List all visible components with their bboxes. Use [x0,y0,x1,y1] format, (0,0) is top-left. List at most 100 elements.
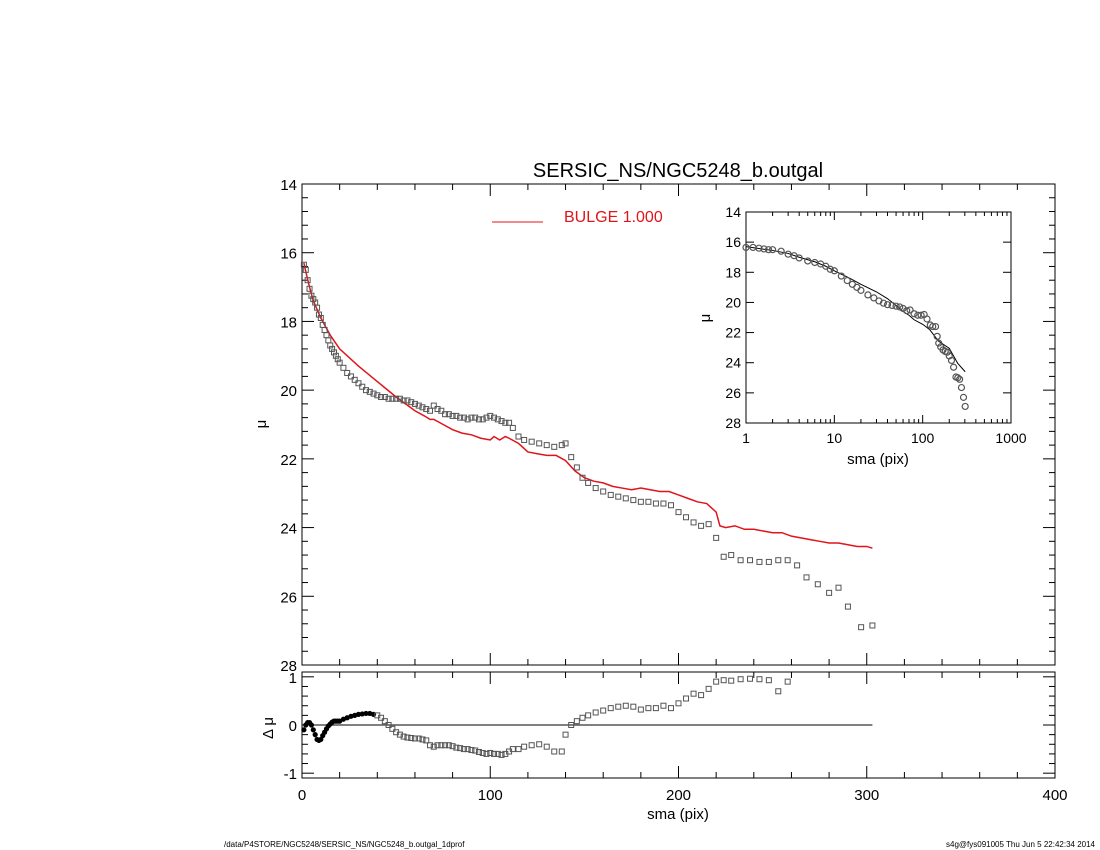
residual-point [784,678,791,685]
inset-profile-point [826,265,834,273]
profile-point [568,454,575,461]
profile-point [835,584,842,591]
profile-point [690,519,697,526]
inset-y-tick-label: 24 [725,355,741,371]
residual-point [698,692,705,699]
residual-point [308,722,315,728]
profile-point [869,622,876,629]
residual-point [568,722,575,728]
profile-point [315,311,322,318]
profile-point [720,553,727,560]
residual-point [494,750,501,757]
residual-point [728,677,735,684]
residual-point [430,743,437,750]
residual-point [483,750,490,757]
profile-point [747,557,754,564]
residual-point [690,690,697,697]
residual-point [487,749,494,756]
inset-profile-point [899,304,907,313]
residual-point [318,736,324,743]
profile-point [728,552,735,559]
inset-model-series [745,246,966,373]
main-y-tick-label: 26 [280,589,297,606]
inset-panel: 14 16 18 20 22 24 26 28 1 10 100 1000 μ sma (pix) [697,204,1027,468]
profile-point [438,407,445,414]
profile-point [340,364,347,371]
profile-point [592,485,599,492]
residual-point [521,743,528,750]
inset-profile-point [906,306,914,314]
residual-point [630,703,637,710]
inset-profile-point [957,383,966,392]
inset-profile-point [956,375,964,383]
profile-point [494,416,501,423]
residual-point [438,742,445,749]
inset-profile-point [888,301,896,310]
profile-point [660,500,667,507]
inset-profile-point [760,245,768,253]
profile-point [543,442,550,449]
main-y-tick-label: 24 [280,521,297,538]
inset-profile-point [755,244,763,252]
profile-point [615,493,622,500]
inset-profile-point [910,310,918,318]
profile-point [331,349,338,356]
inset-profile-point [843,276,851,285]
main-y-tick-label: 20 [280,383,297,400]
inset-profile-point [950,363,958,371]
profile-point [803,574,810,581]
profile-point [652,500,659,507]
profile-point [487,412,494,419]
main-y-tick-label: 18 [280,314,297,331]
profile-point [344,369,351,376]
residual-point [607,705,614,712]
profile-point [325,337,332,344]
inset-x-tick-label: 10 [827,430,843,446]
profile-point [826,589,833,596]
inset-profile-point [857,286,865,294]
residual-point [434,742,441,749]
profile-point [423,406,430,413]
residual-point [442,742,449,749]
residual-point [408,735,415,742]
profile-point [475,416,482,423]
residual-point [667,705,674,712]
residual-point [660,702,667,709]
residual-point [363,710,369,717]
residual-point [615,703,622,710]
residual-point [551,748,558,755]
profile-point [415,402,422,409]
inset-profile-point [943,348,951,356]
profile-point [491,414,498,421]
main-y-tick-labels: 14 16 18 20 22 24 26 28 [280,177,297,675]
inset-profile-point [917,311,925,319]
profile-point [404,397,411,404]
profile-point [453,412,460,419]
residual-point [312,732,318,738]
residual-point [491,750,498,757]
inset-y-tick-label: 22 [725,325,741,341]
residual-y-tick-label: 0 [289,718,297,735]
profile-point [393,395,400,402]
inset-profile-point [931,322,940,331]
profile-point [579,474,586,481]
profile-point [323,332,330,339]
inset-profile-point [903,307,911,315]
residual-point [509,746,516,753]
inset-x-tick-labels: 1 10 100 1000 [742,430,1027,446]
residual-point [396,731,403,738]
residual-point [400,733,407,740]
inset-profile-point [795,254,803,262]
profile-point [464,416,471,423]
profile-point [509,424,516,431]
inset-profile-point [870,294,878,302]
residual-axis-ticks [301,672,1056,778]
inset-x-tick-label: 1 [742,430,750,446]
profile-point [336,359,343,366]
profile-point [359,383,366,390]
profile-point [502,419,509,426]
profile-point [637,498,644,505]
profile-point [308,292,315,299]
profile-point [427,407,434,414]
profile-point [600,488,607,495]
